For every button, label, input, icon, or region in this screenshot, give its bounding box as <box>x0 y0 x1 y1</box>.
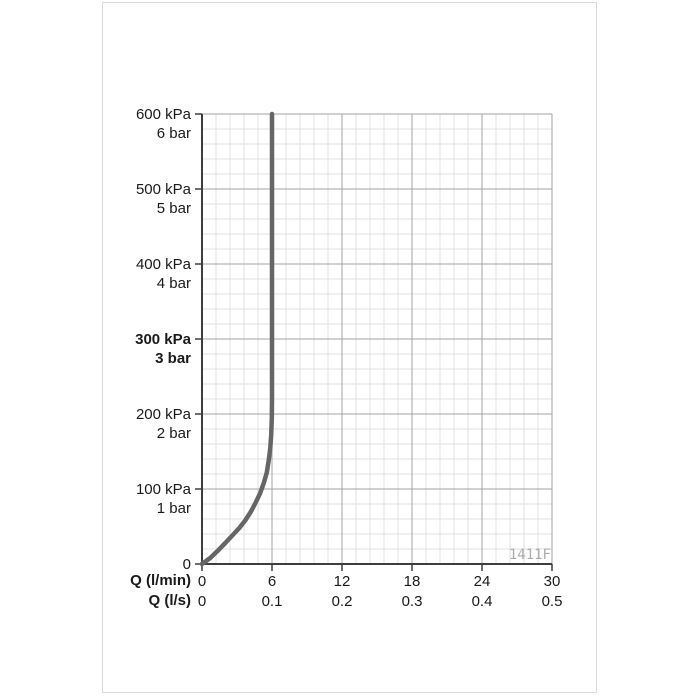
x-tick-label-ls: 0.4 <box>472 593 493 610</box>
y-tick-label-bar: 3 bar <box>155 350 191 367</box>
document-page <box>102 2 597 693</box>
x-tick-label-ls: 0.3 <box>402 593 423 610</box>
x-tick-label-ls: 0.5 <box>542 593 563 610</box>
grid-major-group <box>202 113 553 564</box>
y-tick-label-kpa: 600 kPa <box>136 106 192 123</box>
y-tick-label-kpa: 200 kPa <box>136 406 192 423</box>
y-tick-label-kpa: 500 kPa <box>136 181 192 198</box>
flow-curve <box>199 111 275 567</box>
x-tick-label-lmin: 30 <box>544 573 561 590</box>
axis-group <box>195 113 553 571</box>
x-axis-unit-lmin: Q (l/min) <box>130 572 191 589</box>
y-tick-label-kpa: 0 <box>183 556 191 573</box>
y-tick-label-kpa: 100 kPa <box>136 481 192 498</box>
x-tick-label-lmin: 24 <box>474 573 491 590</box>
y-tick-label-bar: 1 bar <box>157 500 191 517</box>
x-tick-label-lmin: 6 <box>268 573 276 590</box>
x-tick-label-lmin: 18 <box>404 573 421 590</box>
y-tick-label-bar: 4 bar <box>157 275 191 292</box>
y-tick-label-bar: 6 bar <box>157 125 191 142</box>
x-axis-unit-ls: Q (l/s) <box>148 592 191 609</box>
x-tick-label-lmin: 12 <box>334 573 351 590</box>
x-tick-label-ls: 0.2 <box>332 593 353 610</box>
y-tick-label-kpa: 300 kPa <box>135 331 192 348</box>
y-tick-label-bar: 2 bar <box>157 425 191 442</box>
flow-curve-group <box>199 111 275 567</box>
y-tick-label-bar: 5 bar <box>157 200 191 217</box>
y-tick-label-kpa: 400 kPa <box>136 256 192 273</box>
x-tick-label-lmin: 0 <box>198 573 206 590</box>
chart-id-watermark: 1411F <box>508 547 551 563</box>
x-tick-label-ls: 0.1 <box>262 593 283 610</box>
x-tick-label-ls: 0 <box>198 593 206 610</box>
